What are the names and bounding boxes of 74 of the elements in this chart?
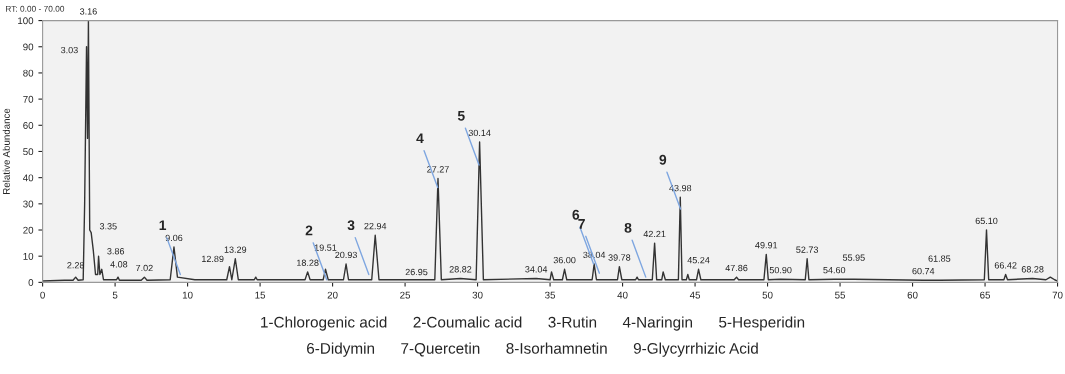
text: RT: 0.00 - 70.00 <box>6 5 65 12</box>
y-tick-label: 100 <box>18 17 34 25</box>
y-tick-label: 30 <box>23 200 34 208</box>
annotation: 26.95 <box>405 268 428 276</box>
y-tick-label: 0 <box>28 279 34 286</box>
annotation: 68.28 <box>1021 266 1044 273</box>
annotation: 50.90 <box>769 266 792 274</box>
y-tick-label: 80 <box>23 69 34 77</box>
annotation: 3 <box>347 220 355 231</box>
y-tick-label: 20 <box>23 226 34 234</box>
annotation: 22.94 <box>364 222 387 230</box>
annotation: 19.51 <box>314 244 337 251</box>
annotation: 7 <box>578 219 585 229</box>
annotation: 55.95 <box>842 254 865 261</box>
y-tick-label: 10 <box>23 252 34 260</box>
x-tick-label: 0 <box>40 291 45 299</box>
annotation: 42.21 <box>643 230 666 238</box>
annotation: 12.89 <box>202 255 224 263</box>
y-tick-label: 90 <box>23 43 34 51</box>
x-tick-label: 55 <box>835 291 846 299</box>
annotation: 18.28 <box>297 259 319 266</box>
y-tick-label: 70 <box>23 95 34 103</box>
annotation: 47.86 <box>725 264 748 272</box>
x-tick-label: 10 <box>182 291 193 299</box>
annotation: 13.29 <box>224 246 247 253</box>
x-tick-label: 70 <box>1052 291 1063 299</box>
annotation: 54.60 <box>823 266 846 274</box>
annotation: 52.73 <box>796 246 819 253</box>
x-tick-label: 35 <box>545 291 556 299</box>
x-tick-label: 15 <box>255 291 266 299</box>
x-tick-label: 65 <box>980 291 991 299</box>
annotation: 65.10 <box>975 217 998 225</box>
x-tick-label: 60 <box>907 291 918 299</box>
x-tick-label: 20 <box>327 291 338 299</box>
annotation: 66.42 <box>994 262 1017 269</box>
text: 1-Chlorogenic acid 2-Coumalic acid 3-Rutin 4-Naringin 5-Hesperidin <box>261 316 805 331</box>
annotation: 34.04 <box>525 266 548 273</box>
annotation: 60.74 <box>912 267 935 275</box>
annotation: 4 <box>416 133 424 144</box>
annotation: 3.86 <box>107 248 125 255</box>
text: 6-Didymin 7-Quercetin 8-Isorhamnetin 9-Glycyrrhizic Acid <box>307 342 758 357</box>
annotation: 9 <box>659 154 667 165</box>
annotation: 1 <box>159 220 167 230</box>
annotation: 4.08 <box>110 261 128 268</box>
annotation: 36.00 <box>553 256 576 264</box>
x-tick-label: 45 <box>689 291 701 299</box>
x-tick-label: 40 <box>617 291 628 299</box>
annotation: 3.16 <box>79 8 97 15</box>
x-tick-label: 25 <box>400 291 411 299</box>
annotation: 3.35 <box>99 223 117 230</box>
annotation: 30.14 <box>468 129 491 137</box>
annotation: 20.93 <box>335 251 357 259</box>
annotation: 6 <box>572 209 580 220</box>
y-tick-label: 40 <box>22 174 34 182</box>
annotation: 2 <box>305 225 313 236</box>
annotation: 39.78 <box>608 254 631 261</box>
annotation: 38.04 <box>583 251 606 259</box>
annotation: 8 <box>624 222 632 233</box>
line-series <box>42 20 1058 282</box>
annotation: 45.24 <box>687 256 710 264</box>
x-tick-label: 30 <box>472 291 483 299</box>
annotation: 61.85 <box>928 255 951 262</box>
y-tick-label: 50 <box>23 148 34 156</box>
annotation: 28.82 <box>449 266 472 273</box>
y-tick-label: 60 <box>23 122 34 129</box>
annotation: 5 <box>457 110 465 121</box>
annotation: 7.02 <box>136 264 153 272</box>
annotation: 9.06 <box>165 234 183 242</box>
annotation: 43.98 <box>669 184 692 192</box>
x-tick-label: 50 <box>762 291 773 299</box>
y-axis-title: Relative Abundance <box>2 108 10 194</box>
x-tick-label: 5 <box>112 291 118 299</box>
annotation: 49.91 <box>755 242 778 249</box>
annotation: 3.03 <box>60 46 78 54</box>
